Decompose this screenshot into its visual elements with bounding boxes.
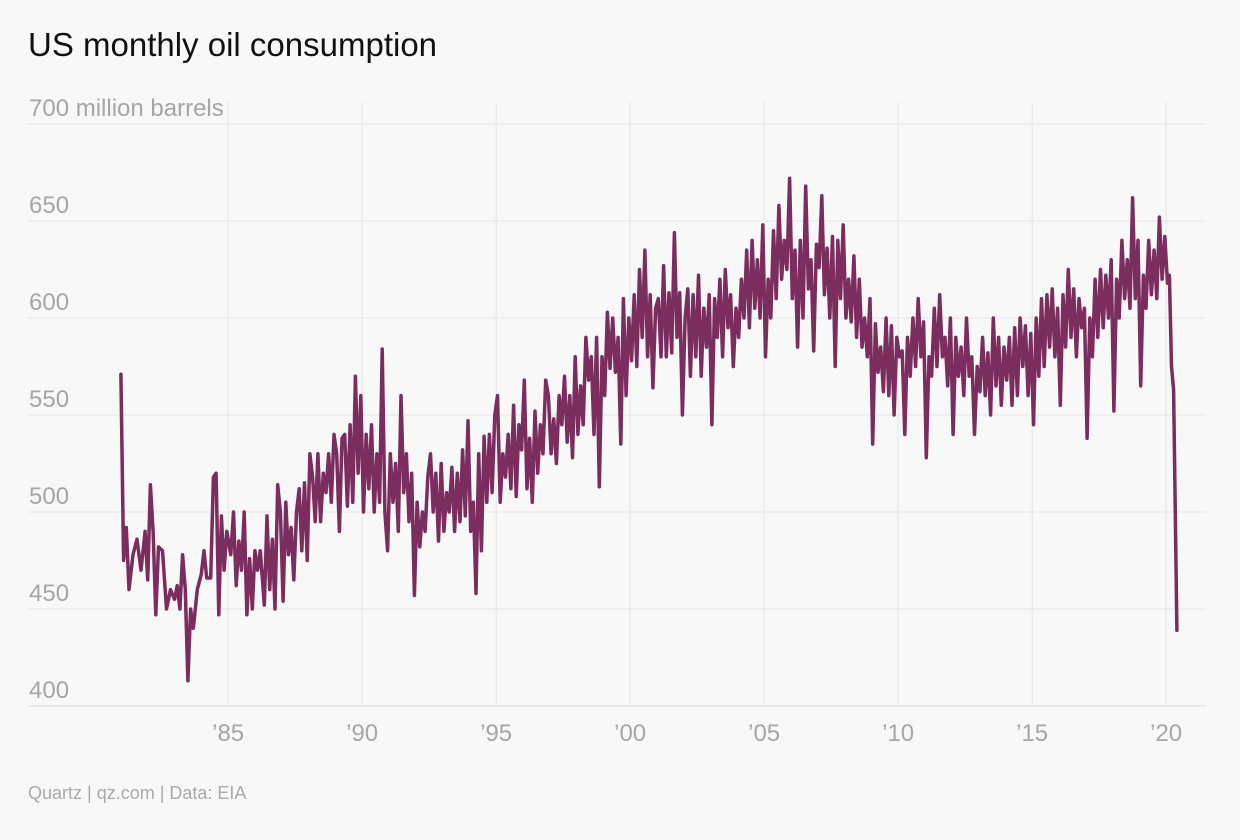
x-tick-label: ’85 xyxy=(212,720,244,747)
x-tick-label: ’00 xyxy=(614,720,646,747)
x-tick-label: ’90 xyxy=(346,720,378,747)
x-tick-label: ’10 xyxy=(882,720,914,747)
x-tick-label: ’95 xyxy=(480,720,512,747)
x-axis: ’85 ’90 ’95 ’00 ’05 ’10 ’15 ’20 xyxy=(212,720,1182,747)
y-tick-label: 400 xyxy=(29,677,69,704)
y-tick-label: 700 million barrels xyxy=(29,95,224,122)
y-axis: 700 million barrels 650 600 550 500 450 400 xyxy=(29,95,224,704)
x-tick-label: ’15 xyxy=(1016,720,1048,747)
y-tick-label: 500 xyxy=(29,483,69,510)
y-tick-label: 450 xyxy=(29,580,69,607)
grid-lines xyxy=(28,102,1206,707)
y-tick-label: 600 xyxy=(29,289,69,316)
x-tick-label: ’05 xyxy=(748,720,780,747)
chart-title: US monthly oil consumption xyxy=(28,26,438,63)
source-credit: Quartz | qz.com | Data: EIA xyxy=(28,783,247,803)
y-tick-label: 550 xyxy=(29,386,69,413)
y-tick-label: 650 xyxy=(29,192,69,219)
x-tick-label: ’20 xyxy=(1150,720,1182,747)
series-line-oil-consumption xyxy=(119,176,1179,683)
